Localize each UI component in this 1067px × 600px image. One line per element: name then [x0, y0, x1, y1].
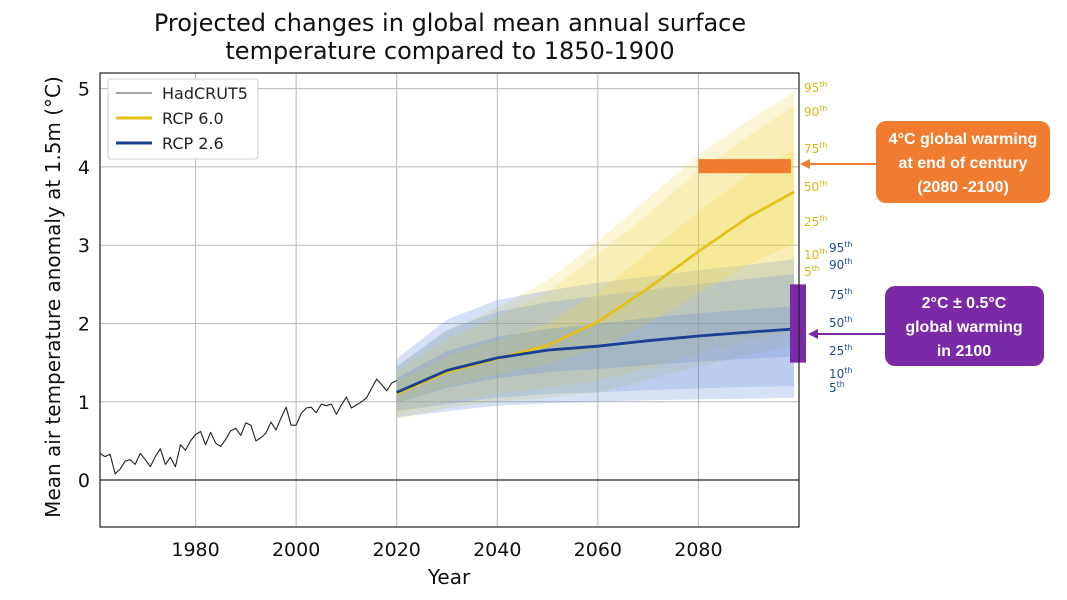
- chart-title-line-1: Projected changes in global mean annual …: [154, 9, 746, 37]
- annotation-2c-line-2: global warming: [905, 319, 1022, 336]
- plot-area: 1980 2000 2020 2040 2060 2080 0 1 2 3 4 5: [78, 72, 806, 561]
- rcp26-band-5-95: [396, 259, 794, 418]
- y-tick-label-1: 1: [78, 392, 90, 414]
- pct-rcp60-75th: 75th: [804, 141, 828, 156]
- x-tick-label-2060: 2060: [574, 539, 622, 561]
- pct-rcp26-25th: 25th: [829, 343, 853, 358]
- x-axis-label: Year: [427, 565, 471, 589]
- chart-title-line-2: temperature compared to 1850-1900: [225, 37, 674, 65]
- x-tick-label-1980: 1980: [171, 539, 219, 561]
- x-tick-label-2080: 2080: [674, 539, 722, 561]
- rcp26-line: [396, 327, 795, 394]
- y-tick-label-4: 4: [78, 157, 90, 179]
- marker-4c-range: [698, 159, 791, 174]
- marker-2c-range: [790, 284, 806, 363]
- hadcrut5-line: [99, 378, 397, 475]
- pct-rcp60-90th: 90th: [804, 104, 828, 119]
- pct-rcp26-50th: 50th: [829, 315, 853, 330]
- annotation-4c-line-3: (2080 -2100): [917, 179, 1009, 196]
- y-tick-label-0: 0: [78, 470, 90, 492]
- pct-rcp60-95th: 95th: [804, 80, 828, 95]
- annotation-4c-arrowhead: [800, 159, 810, 169]
- x-tick-label-2040: 2040: [473, 539, 521, 561]
- rcp26-band-10-90: [396, 274, 794, 412]
- annotation-2c: 2°C ± 0.5°C global warming in 2100: [808, 286, 1044, 366]
- pct-rcp26-75th: 75th: [829, 287, 853, 302]
- pct-rcp60-5th: 5th: [804, 264, 820, 279]
- legend-label-rcp60: RCP 6.0: [162, 109, 224, 128]
- legend: HadCRUT5 RCP 6.0 RCP 2.6: [107, 78, 259, 160]
- y-tick-label-5: 5: [78, 79, 90, 101]
- x-tick-label-2000: 2000: [272, 539, 320, 561]
- legend-label-hadcrut5: HadCRUT5: [162, 84, 248, 103]
- rcp26-band-25-75: [396, 306, 794, 404]
- pct-rcp26-10th: 10th: [829, 366, 853, 381]
- plot-frame: [99, 72, 800, 528]
- annotation-2c-line-3: in 2100: [937, 343, 991, 360]
- pct-rcp26-90th: 90th: [829, 257, 853, 272]
- pct-rcp60-10th: 10th: [804, 247, 828, 262]
- annotation-4c-box: [876, 121, 1050, 203]
- annotation-2c-line-1: 2°C ± 0.5°C: [922, 295, 1007, 312]
- legend-box: [107, 78, 259, 160]
- annotation-4c: 4°C global warming at end of century (20…: [800, 121, 1050, 203]
- annotation-2c-arrowhead: [808, 329, 818, 339]
- annotation-2c-box: [885, 286, 1044, 366]
- annotation-4c-line-1: 4°C global warming: [889, 131, 1038, 148]
- y-tick-label-3: 3: [78, 235, 90, 257]
- percentile-labels: 95th90th75th50th25th10th5th95th90th75th5…: [804, 80, 853, 395]
- legend-label-rcp26: RCP 2.6: [162, 134, 224, 153]
- x-tick-label-2020: 2020: [373, 539, 421, 561]
- annotation-4c-line-2: at end of century: [899, 155, 1028, 172]
- pct-rcp26-5th: 5th: [829, 380, 845, 395]
- pct-rcp60-25th: 25th: [804, 214, 828, 229]
- pct-rcp60-50th: 50th: [804, 179, 828, 194]
- pct-rcp26-95th: 95th: [829, 240, 853, 255]
- y-axis-label: Mean air temperature anomaly at 1.5m (°C…: [41, 76, 65, 518]
- y-tick-label-2: 2: [78, 313, 90, 335]
